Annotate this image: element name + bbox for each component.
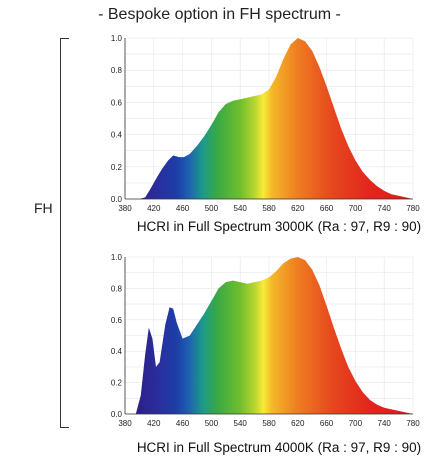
y-tick-label: 0.4 [111,131,123,140]
x-tick-label: 620 [291,419,305,428]
y-tick-label: 1.0 [111,253,123,262]
spectrum-area [125,38,413,199]
x-tick-label: 500 [205,419,219,428]
y-tick-label: 0.0 [111,195,123,204]
page-title: - Bespoke option in FH spectrum - [98,6,341,23]
x-tick-label: 780 [406,204,420,213]
x-tick-label: 460 [176,419,190,428]
x-tick-label: 660 [320,419,334,428]
y-tick-label: 0.8 [111,284,123,293]
x-tick-label: 740 [378,204,392,213]
y-tick-label: 0.8 [111,66,123,75]
side-label: FH [34,200,53,216]
y-tick-label: 0.2 [111,379,123,388]
x-tick-label: 700 [349,419,363,428]
x-tick-label: 420 [147,204,161,213]
x-tick-label: 740 [378,419,392,428]
x-tick-label: 580 [262,204,276,213]
chart-caption: HCRI in Full Spectrum 3000K (Ra : 97, R9… [137,219,421,234]
chart-1: 0.0 0.2 0.4 0.6 0.8 1.0 380 420 460 500 540 580 620 6… [111,34,421,234]
x-tick-label: 580 [262,419,276,428]
x-tick-label: 540 [234,204,248,213]
y-tick-label: 0.6 [111,316,123,325]
y-tick-label: 0.4 [111,347,123,356]
y-tick-label: 0.6 [111,98,123,107]
y-tick-label: 1.0 [111,34,123,43]
x-tick-label: 460 [176,204,190,213]
x-tick-label: 540 [234,419,248,428]
x-tick-label: 620 [291,204,305,213]
x-tick-label: 380 [118,204,132,213]
x-tick-label: 500 [205,204,219,213]
y-tick-label: 0.0 [111,410,123,419]
x-tick-label: 660 [320,204,334,213]
chart-caption: HCRI in Full Spectrum 4000K (Ra : 97, R9… [137,440,421,455]
x-tick-label: 780 [406,419,420,428]
y-tick-label: 0.2 [111,163,123,172]
x-tick-label: 700 [349,204,363,213]
spectrum-area [125,257,413,414]
chart-2: 0.0 0.2 0.4 0.6 0.8 1.0 380 420 460 500 540 580 620 6… [111,253,421,455]
group-bracket [60,38,69,428]
x-tick-label: 420 [147,419,161,428]
x-tick-label: 380 [118,419,132,428]
